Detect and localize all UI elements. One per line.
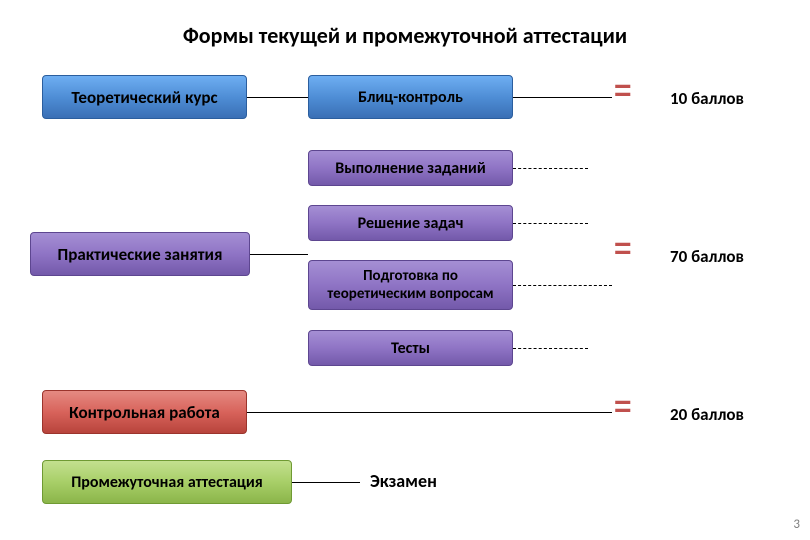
box-solving-tasks: Решение задач — [308, 205, 513, 241]
connector-line — [513, 168, 588, 169]
connector-line — [513, 97, 612, 98]
score-label: 20 баллов — [670, 404, 744, 425]
label-exam: Экзамен — [370, 470, 437, 492]
box-homework: Выполнение заданий — [308, 150, 513, 186]
box-blitz-control: Блиц-контроль — [308, 75, 513, 119]
equals-sign: = — [614, 398, 632, 416]
box-tests: Тесты — [308, 330, 513, 366]
page-title: Формы текущей и промежуточной аттестации — [0, 22, 810, 49]
box-interim-attest: Промежуточная аттестация — [42, 460, 292, 504]
connector-line — [513, 285, 612, 286]
equals-sign: = — [614, 240, 632, 258]
box-theory-prep: Подготовка по теоретическим вопросам — [308, 260, 513, 310]
box-practical: Практические занятия — [30, 232, 250, 276]
slide-number: 3 — [793, 517, 800, 532]
box-theory-course: Теоретический курс — [42, 75, 247, 119]
score-label: 70 баллов — [670, 246, 744, 267]
connector-line — [292, 482, 360, 483]
score-label: 10 баллов — [670, 88, 744, 109]
connector-line — [250, 254, 308, 255]
connector-line — [513, 223, 588, 224]
box-control-work: Контрольная работа — [42, 390, 247, 434]
connector-line — [247, 97, 308, 98]
connector-line — [513, 348, 588, 349]
equals-sign: = — [614, 82, 632, 100]
connector-line — [247, 412, 612, 413]
